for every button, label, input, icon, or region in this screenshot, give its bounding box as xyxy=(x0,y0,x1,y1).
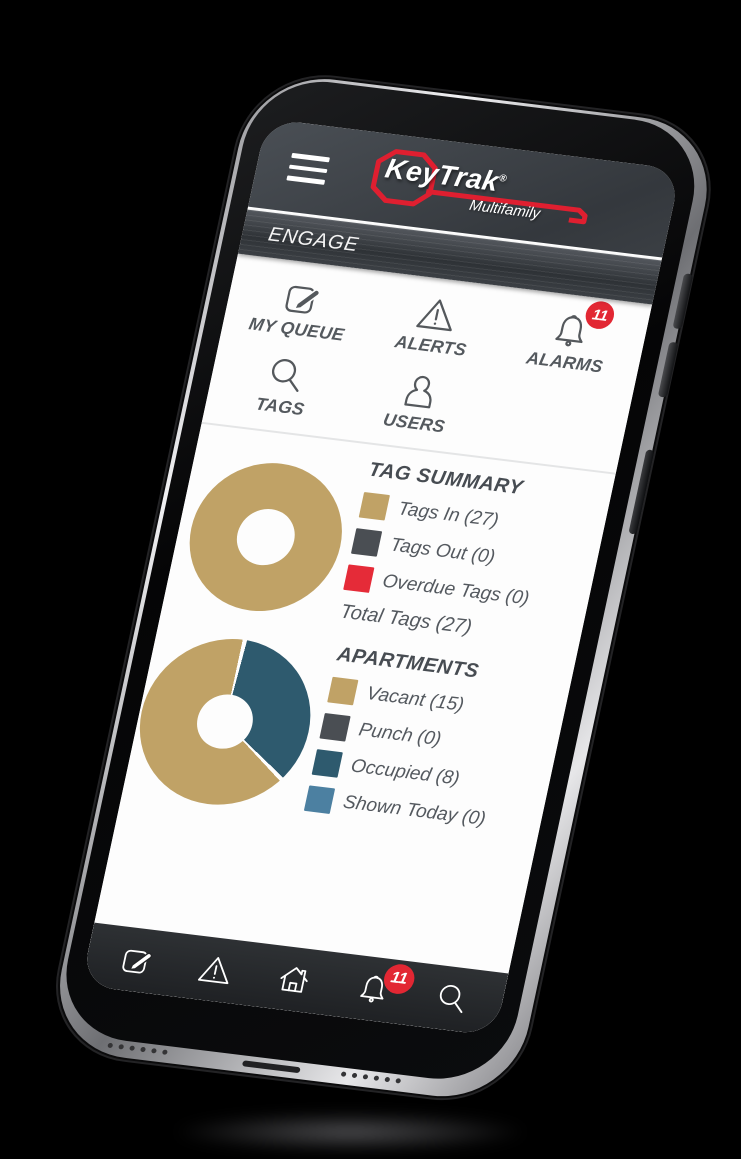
bell-icon: 11 xyxy=(546,299,618,354)
bell-icon xyxy=(360,975,384,1003)
page-title: ENGAGE xyxy=(266,223,361,257)
search-icon xyxy=(440,985,463,1014)
edit-icon xyxy=(122,949,152,974)
edit-icon xyxy=(278,275,329,321)
legend-label: Vacant (15) xyxy=(364,683,466,716)
tag-summary-donut-chart xyxy=(175,454,357,620)
legend-label: Shown Today (0) xyxy=(341,791,488,830)
bottom-nav-edit[interactable] xyxy=(115,940,158,980)
legend-label: Tags Out (0) xyxy=(388,534,497,568)
phone-bezel: KeyTrak® Multifamily ENGAGE xyxy=(52,73,709,1088)
legend-label: Punch (0) xyxy=(356,719,443,751)
phone-frame: KeyTrak® Multifamily ENGAGE xyxy=(45,70,722,1106)
app-screen: KeyTrak® Multifamily ENGAGE xyxy=(80,118,682,1037)
legend-swatch xyxy=(343,564,375,593)
keytrak-logo: KeyTrak® Multifamily xyxy=(361,145,605,236)
legend-label: Tags In (27) xyxy=(396,498,501,532)
bottom-nav-bar: 11 xyxy=(80,922,509,1037)
nav-label: MY QUEUE xyxy=(247,313,347,345)
warning-icon xyxy=(198,957,229,985)
nav-item-my-queue[interactable]: MY QUEUE xyxy=(227,269,374,348)
dashboard-content: MY QUEUE ALERTS 11 xyxy=(80,253,653,1037)
nav-label: ALERTS xyxy=(393,331,469,360)
key-outline-icon xyxy=(370,149,588,225)
apartments-donut-chart xyxy=(124,629,327,815)
charging-port xyxy=(242,1060,302,1074)
nav-item-users[interactable]: USERS xyxy=(345,363,492,442)
legend-label: Occupied (8) xyxy=(348,755,462,790)
legend-swatch xyxy=(358,491,390,521)
legend-swatch xyxy=(350,528,383,557)
legend-swatch xyxy=(311,749,343,778)
nav-item-tags[interactable]: TAGS xyxy=(211,346,358,425)
legend-swatch xyxy=(303,785,336,814)
search-icon xyxy=(262,352,313,398)
bottom-nav-search[interactable] xyxy=(431,979,474,1019)
donut-hole xyxy=(191,691,259,753)
app-header: KeyTrak® Multifamily xyxy=(248,118,682,258)
volume-up-button xyxy=(672,273,694,330)
legend-swatch xyxy=(319,712,351,742)
hamburger-menu-icon[interactable] xyxy=(285,146,331,191)
legend-label: Overdue Tags (0) xyxy=(380,570,532,610)
quick-nav-row-2: TAGS USERS xyxy=(205,346,633,459)
user-icon xyxy=(396,368,447,414)
bottom-nav-alarms[interactable]: 11 xyxy=(352,962,418,1009)
volume-down-button xyxy=(657,341,679,398)
phone-mockup: KeyTrak® Multifamily ENGAGE xyxy=(45,70,722,1106)
phone-shadow xyxy=(170,1112,530,1152)
bottom-nav-home[interactable] xyxy=(273,959,316,999)
legend-swatch xyxy=(327,676,359,706)
nav-label: ALARMS xyxy=(524,347,605,377)
bottom-nav-alerts[interactable] xyxy=(194,950,237,990)
quick-nav-row-1: MY QUEUE ALERTS 11 xyxy=(221,268,649,381)
donut-hole xyxy=(231,505,301,569)
nav-item-alerts[interactable]: ALERTS xyxy=(361,285,508,364)
home-icon xyxy=(280,967,309,993)
nav-item-alarms[interactable]: 11 ALARMS xyxy=(495,299,642,381)
warning-icon xyxy=(412,291,463,337)
